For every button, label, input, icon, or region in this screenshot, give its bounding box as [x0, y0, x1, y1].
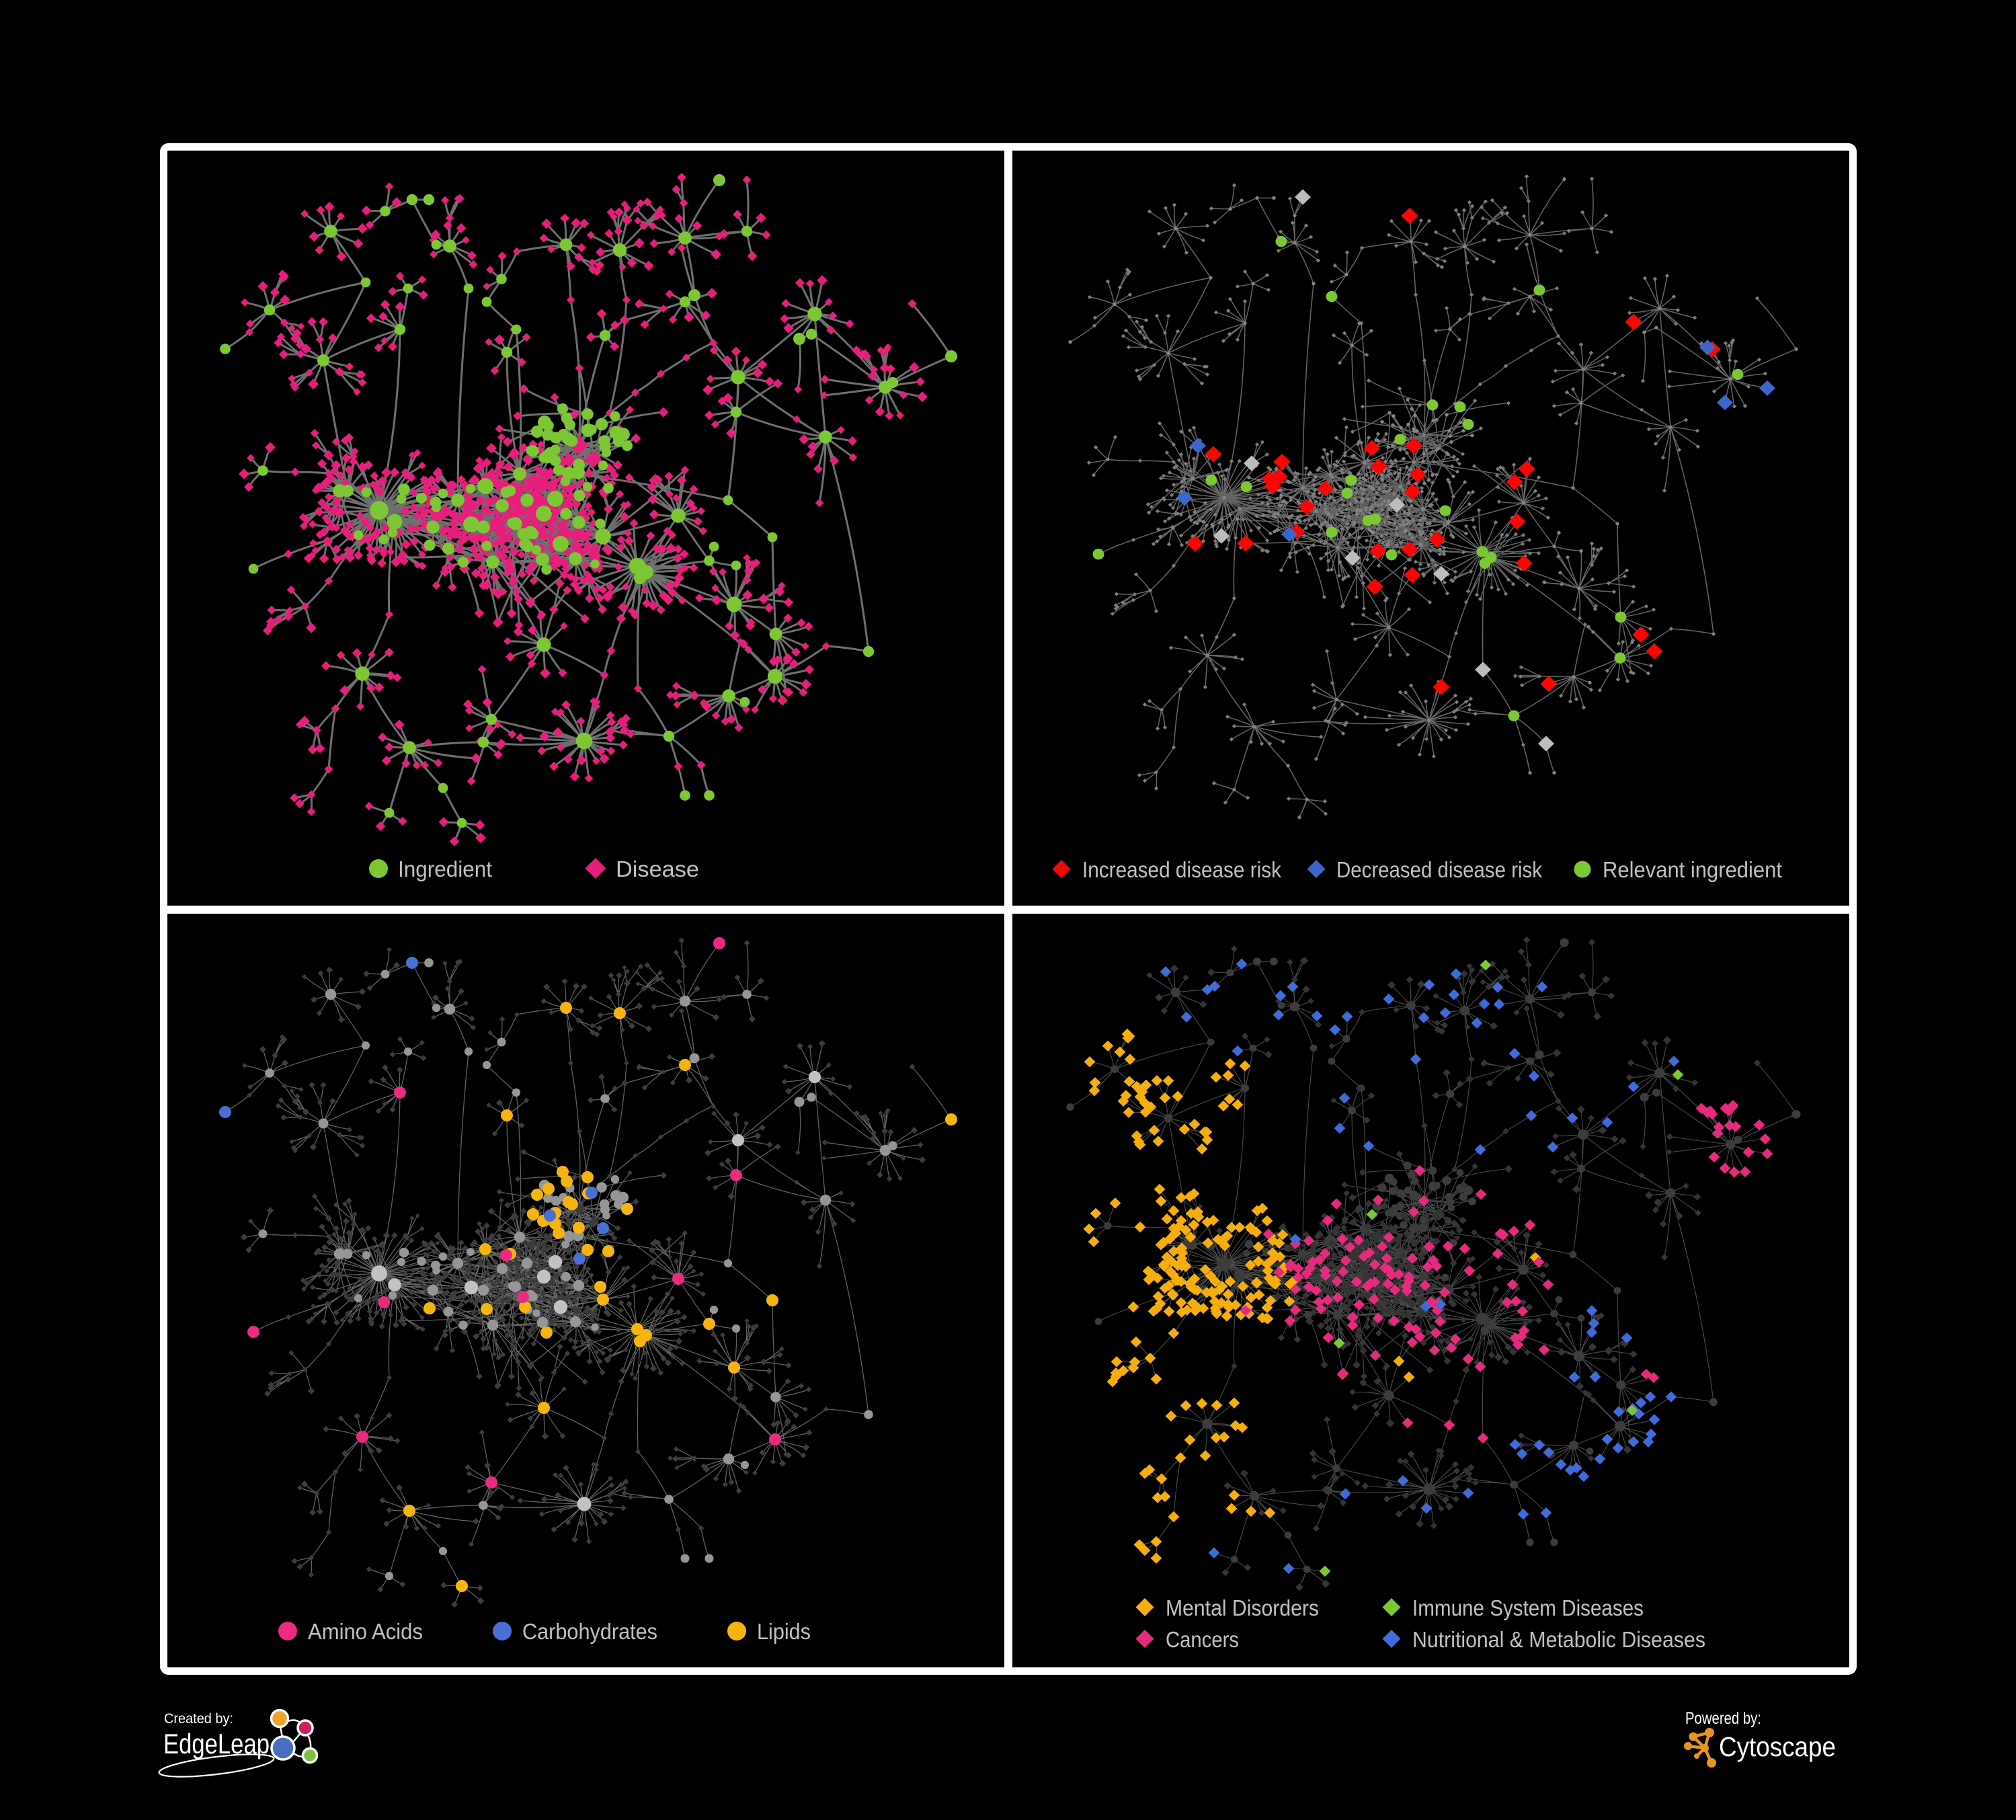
svg-text:Immune System Diseases: Immune System Diseases: [1412, 1595, 1644, 1620]
svg-text:Carbohydrates: Carbohydrates: [522, 1619, 657, 1644]
svg-text:Created by:: Created by:: [164, 1711, 233, 1727]
svg-text:Cytoscape: Cytoscape: [1719, 1731, 1836, 1762]
svg-text:Cancers: Cancers: [1166, 1627, 1239, 1652]
svg-text:Decreased disease risk: Decreased disease risk: [1336, 857, 1542, 882]
svg-text:Increased disease risk: Increased disease risk: [1082, 857, 1281, 882]
svg-text:Mental Disorders: Mental Disorders: [1166, 1595, 1319, 1620]
svg-text:Nutritional & Metabolic Diseas: Nutritional & Metabolic Diseases: [1412, 1627, 1705, 1652]
svg-text:Powered by:: Powered by:: [1685, 1709, 1761, 1728]
svg-text:Lipids: Lipids: [757, 1619, 811, 1644]
svg-text:Amino Acids: Amino Acids: [308, 1619, 423, 1644]
svg-text:Disease: Disease: [616, 857, 699, 881]
svg-text:Relevant ingredient: Relevant ingredient: [1603, 857, 1782, 882]
svg-text:Ingredient: Ingredient: [398, 857, 492, 881]
